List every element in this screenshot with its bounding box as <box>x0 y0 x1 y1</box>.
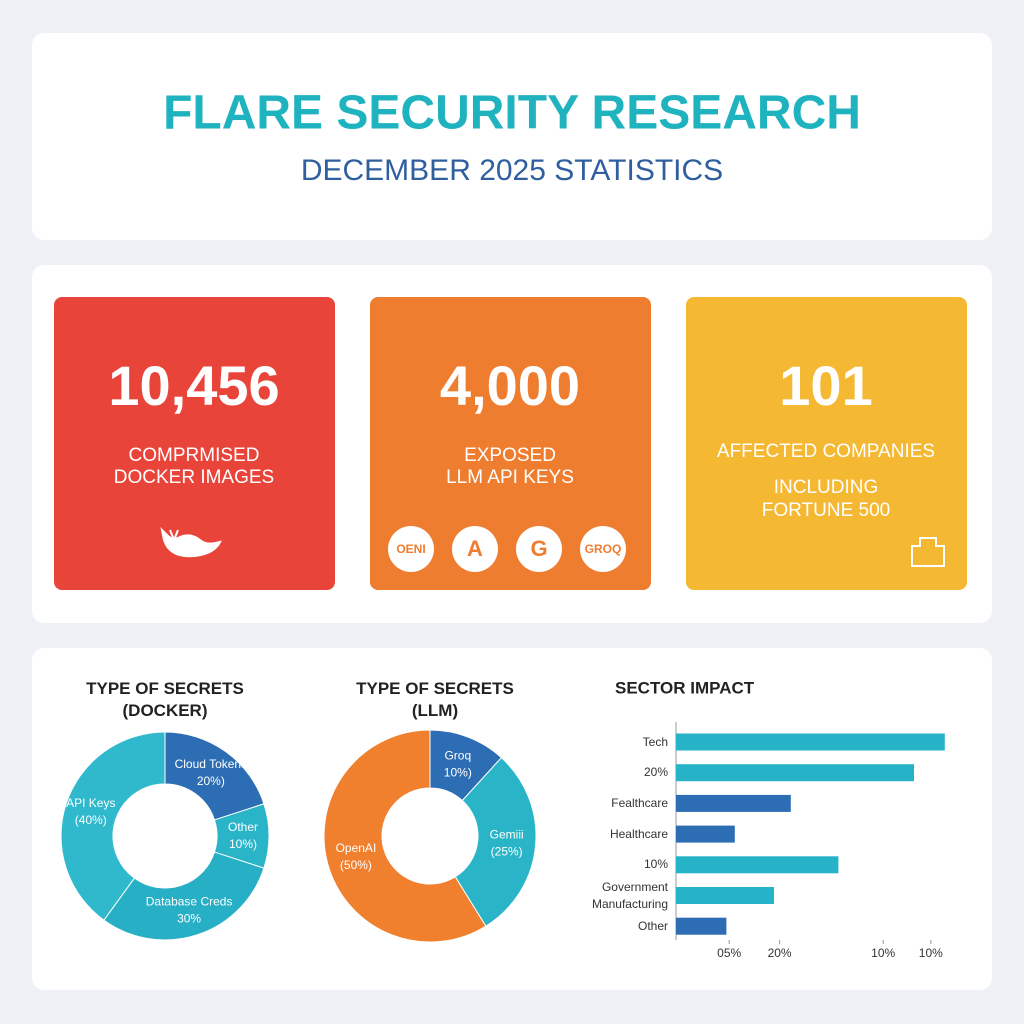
bar <box>676 825 735 843</box>
y-tick-label: Government Manufacturing <box>591 879 668 911</box>
stat-card <box>370 297 651 590</box>
chart-title: TYPE OF SECRETS (DOCKER) <box>86 679 244 720</box>
provider-logo-text: G <box>530 536 547 561</box>
y-tick-label-box: Healthcare <box>609 826 668 841</box>
y-tick-label-box: Government Manufacturing <box>591 879 668 911</box>
provider-logo-text: OENI <box>396 542 425 556</box>
provider-logo <box>580 526 626 572</box>
stat-label: LLM API KEYS <box>446 467 574 488</box>
stat-label: DOCKER IMAGES <box>114 467 274 488</box>
bar <box>676 856 839 874</box>
y-tick-label-box: 10% <box>643 857 668 872</box>
slice-label: API Keys <box>66 796 115 810</box>
slice-value-label: (25%) <box>491 844 523 858</box>
slice-label: Database Creds <box>146 894 233 908</box>
stat-card <box>54 297 335 590</box>
y-tick-label-box: Fealthcare <box>611 795 668 810</box>
slice-label: OpenAI <box>336 841 377 855</box>
x-tick-label: 10% <box>919 946 943 960</box>
y-tick-label: Other <box>637 918 668 933</box>
chart-title-box: TYPE OF SECRETS (DOCKER) <box>86 679 244 720</box>
stat-label: AFFECTED COMPANIES <box>717 441 935 462</box>
provider-logo-text: GROQ <box>585 542 622 556</box>
provider-logo <box>516 526 562 572</box>
slice-value-label: 20%) <box>197 774 225 788</box>
donut-slice <box>103 851 265 941</box>
y-tick-label: 10% <box>643 857 668 872</box>
x-tick-label: 10% <box>871 946 895 960</box>
slice-value-label: (50%) <box>340 858 372 872</box>
stat-sublabel: INCLUDING <box>774 477 879 498</box>
slice-label: Gemiii <box>490 827 524 841</box>
y-tick-label-box: 20% <box>643 765 668 780</box>
slice-label: Other <box>228 820 258 834</box>
stat-value: 4,000 <box>440 354 580 417</box>
bar <box>676 917 727 935</box>
slice-value-label: 10%) <box>229 837 257 851</box>
slice-value-label: 30% <box>177 911 201 925</box>
x-tick-label: 05% <box>717 946 741 960</box>
donut-slice <box>60 731 166 921</box>
stat-label: COMPRMISED <box>129 445 260 466</box>
title: FLARE SECURITY RESEARCH <box>163 87 861 140</box>
slice-value-label: 10%) <box>444 765 472 779</box>
bar <box>676 887 774 904</box>
building-icon <box>911 537 945 567</box>
chart-title: SECTOR IMPACT <box>615 678 755 697</box>
bar <box>676 733 945 751</box>
bar <box>676 794 791 812</box>
slice-label: Cloud Tokens <box>175 757 248 771</box>
y-tick-label: 20% <box>643 765 668 780</box>
x-tick-label: 20% <box>768 946 792 960</box>
chart-title-box: TYPE OF SECRETS (LLM) <box>356 679 514 720</box>
stat-card <box>686 297 967 590</box>
stat-value: 101 <box>779 354 872 417</box>
stat-value: 10,456 <box>108 354 279 417</box>
whale-icon <box>160 526 222 558</box>
stat-sublabel: FORTUNE 500 <box>762 500 890 521</box>
chart-title: TYPE OF SECRETS (LLM) <box>356 679 514 720</box>
slice-value-label: (40%) <box>75 813 107 827</box>
provider-logo <box>452 526 498 572</box>
subtitle: DECEMBER 2025 STATISTICS <box>301 154 723 187</box>
slice-label: Groq <box>444 748 471 762</box>
stat-label: EXPOSED <box>464 445 556 466</box>
header-panel <box>32 33 992 240</box>
bar <box>676 764 914 782</box>
y-tick-label: Healthcare <box>609 826 668 841</box>
donut-slice <box>323 729 487 943</box>
provider-logo-text: A <box>467 536 483 561</box>
provider-logo <box>388 526 434 572</box>
y-tick-label: Tech <box>642 734 668 749</box>
y-tick-label-box: Other <box>637 918 668 933</box>
y-tick-label: Fealthcare <box>611 795 668 810</box>
donut-slice <box>164 731 265 821</box>
donut-slice <box>454 756 537 927</box>
y-tick-label-box: Tech <box>642 734 668 749</box>
